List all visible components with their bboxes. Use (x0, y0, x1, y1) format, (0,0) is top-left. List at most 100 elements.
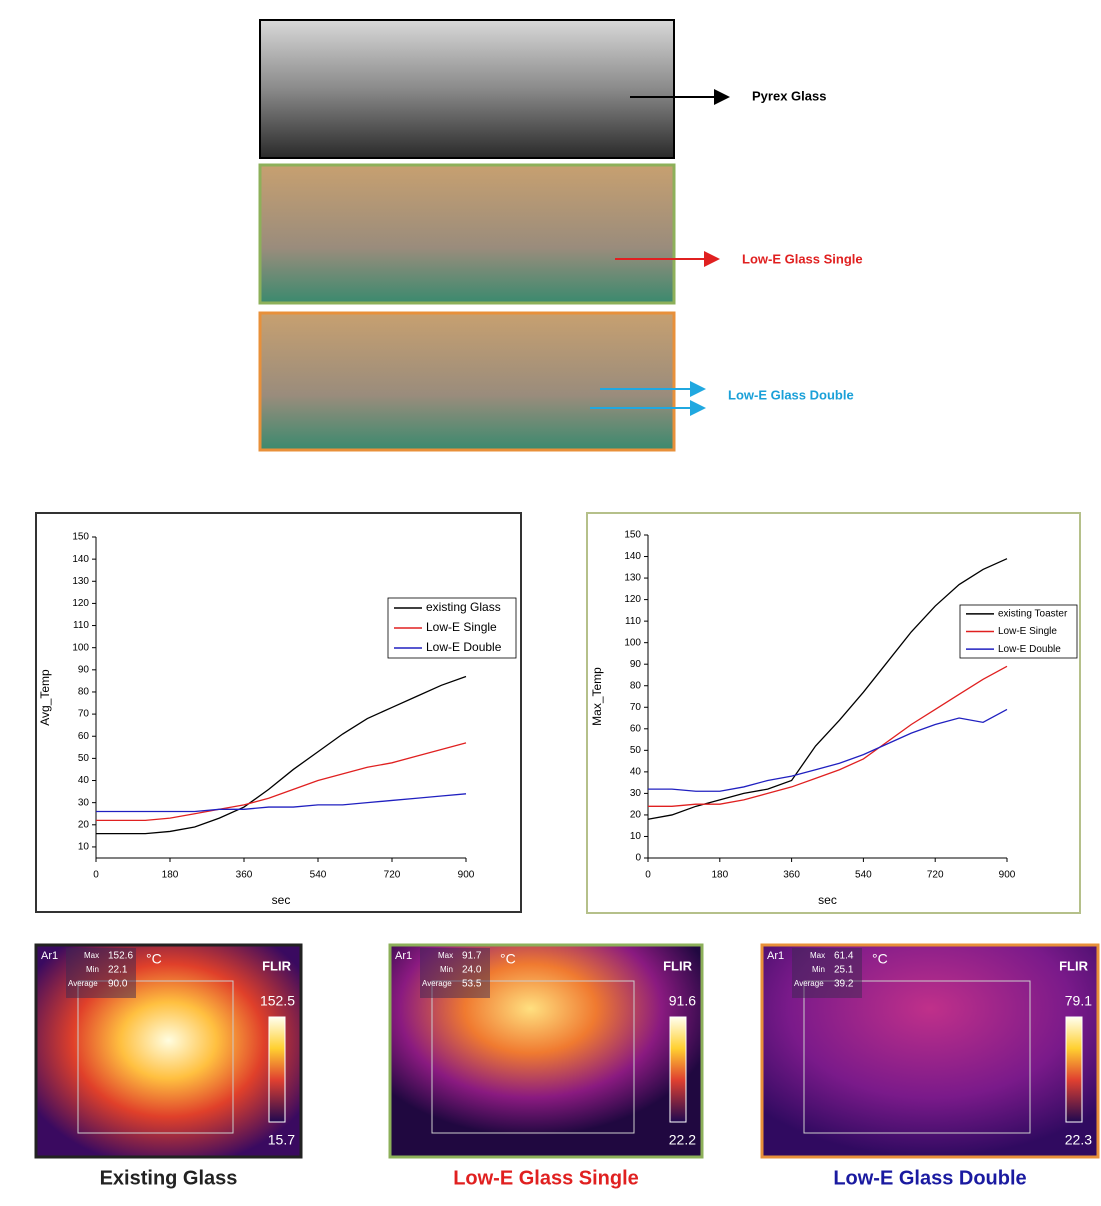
max-label: Max (84, 951, 99, 960)
chart-frame (35, 512, 522, 913)
x-tick-label: 900 (458, 870, 475, 881)
y-tick-label: 50 (630, 745, 642, 756)
x-tick-label: 0 (93, 870, 99, 881)
max-value: 91.7 (462, 951, 482, 962)
legend-label: Low-E Single (426, 620, 497, 634)
scale-top: 152.5 (260, 993, 295, 1009)
thermal-caption: Low-E Glass Double (833, 1167, 1026, 1189)
y-tick-label: 120 (624, 594, 641, 605)
y-tick-label: 20 (78, 819, 90, 830)
x-tick-label: 360 (236, 870, 253, 881)
scale-bottom: 22.3 (1065, 1132, 1092, 1148)
y-tick-label: 20 (630, 810, 642, 821)
y-tick-label: 140 (72, 554, 89, 565)
scale-top: 79.1 (1065, 993, 1092, 1009)
unit: °C (500, 951, 516, 967)
y-tick-label: 130 (624, 573, 641, 584)
label-bg (420, 948, 490, 998)
series-line (647, 558, 1008, 820)
brand: FLIR (262, 958, 291, 973)
unit: °C (146, 951, 162, 967)
y-tick-label: 80 (630, 680, 642, 691)
y-tick-label: 60 (78, 731, 90, 742)
y-tick-label: 40 (78, 775, 90, 786)
max-value: 152.6 (108, 951, 133, 962)
x-tick-label: 900 (999, 870, 1016, 881)
max-label: Max (438, 951, 453, 960)
chart-frame (586, 512, 1081, 914)
photo (258, 163, 676, 305)
y-tick-label: 140 (624, 551, 641, 562)
y-tick-label: 70 (78, 709, 90, 720)
x-tick-label: 360 (783, 870, 800, 881)
y-tick-label: 110 (73, 620, 89, 631)
y-tick-label: 0 (635, 853, 641, 864)
legend-label: Low-E Double (426, 640, 502, 654)
series-line (96, 742, 467, 822)
photo-label: Low-E Glass Single (742, 251, 863, 266)
min-label: Min (86, 965, 99, 974)
y-tick-label: 130 (72, 576, 89, 587)
area-label: Ar1 (395, 950, 412, 962)
y-tick-label: 100 (72, 642, 89, 653)
x-tick-label: 540 (855, 870, 872, 881)
x-tick-label: 0 (645, 870, 651, 881)
average-label: Average (68, 979, 98, 988)
series-line (648, 665, 1008, 807)
x-axis-label: sec (818, 893, 837, 907)
min-value: 22.1 (108, 965, 128, 976)
measure-area (803, 980, 1031, 1134)
y-axis-label: Max_Temp (590, 667, 604, 726)
y-tick-label: 80 (78, 687, 90, 698)
photo-label: Low-E Glass Double (728, 387, 854, 402)
thermal-image (388, 943, 704, 1159)
scale-top: 91.6 (669, 993, 696, 1009)
max-label: Max (810, 951, 825, 960)
color-scale (1065, 1016, 1083, 1123)
x-tick-label: 720 (927, 870, 944, 881)
y-tick-label: 90 (630, 659, 642, 670)
average-label: Average (794, 979, 824, 988)
legend-label: Low-E Single (998, 626, 1057, 637)
scale-bottom: 22.2 (669, 1132, 696, 1148)
measure-area (77, 980, 234, 1134)
y-tick-label: 150 (72, 532, 89, 543)
area-label: Ar1 (767, 950, 784, 962)
y-tick-label: 100 (624, 637, 641, 648)
x-axis-label: sec (272, 893, 291, 907)
max-value: 61.4 (834, 951, 854, 962)
y-tick-label: 110 (625, 616, 641, 627)
color-scale (268, 1016, 286, 1123)
legend-label: Low-E Double (998, 644, 1061, 655)
y-tick-label: 50 (78, 753, 90, 764)
average-value: 90.0 (108, 979, 128, 990)
min-label: Min (812, 965, 825, 974)
brand: FLIR (1059, 958, 1088, 973)
y-tick-label: 150 (624, 530, 641, 541)
legend-label: existing Glass (426, 600, 501, 614)
y-tick-label: 10 (630, 831, 642, 842)
y-tick-label: 30 (78, 797, 90, 808)
y-tick-label: 30 (630, 788, 642, 799)
y-tick-label: 40 (630, 767, 642, 778)
scale-bottom: 15.7 (268, 1132, 295, 1148)
y-tick-label: 70 (630, 702, 642, 713)
min-label: Min (440, 965, 453, 974)
x-tick-label: 180 (711, 870, 728, 881)
color-scale (669, 1016, 687, 1123)
label-bg (66, 948, 136, 998)
min-value: 24.0 (462, 965, 482, 976)
average-value: 53.5 (462, 979, 482, 990)
label-bg (792, 948, 862, 998)
series-line (96, 793, 467, 813)
legend-label: existing Toaster (998, 608, 1068, 619)
min-value: 25.1 (834, 965, 854, 976)
photo-label: Pyrex Glass (752, 88, 826, 103)
average-label: Average (422, 979, 452, 988)
y-tick-label: 120 (72, 598, 89, 609)
unit: °C (872, 951, 888, 967)
series-line (96, 675, 467, 835)
area-label: Ar1 (41, 950, 58, 962)
